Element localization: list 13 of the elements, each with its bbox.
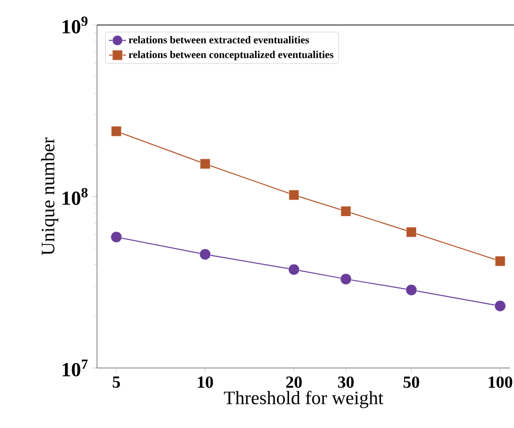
legend-label: relations between extracted eventualities: [128, 36, 309, 44]
y-axis-title: Unique number: [41, 138, 58, 256]
x-tick-label: 100: [488, 376, 512, 388]
x-tick-label: 30: [338, 376, 354, 388]
x-tick-label: 5: [112, 376, 120, 388]
y-tick-label: 10$^{8}$: [62, 188, 88, 205]
y-tick-label: 10$^{7}$: [62, 360, 88, 376]
x-axis-title: Threshold for weight: [224, 390, 384, 408]
legend-label: relations between conceptualized eventualities: [128, 50, 334, 60]
x-tick-label: 10: [198, 376, 213, 388]
y-tick-label: 10$^{9}$: [62, 16, 88, 34]
x-tick-label: 50: [404, 376, 420, 388]
x-tick-label: 20: [286, 376, 302, 388]
